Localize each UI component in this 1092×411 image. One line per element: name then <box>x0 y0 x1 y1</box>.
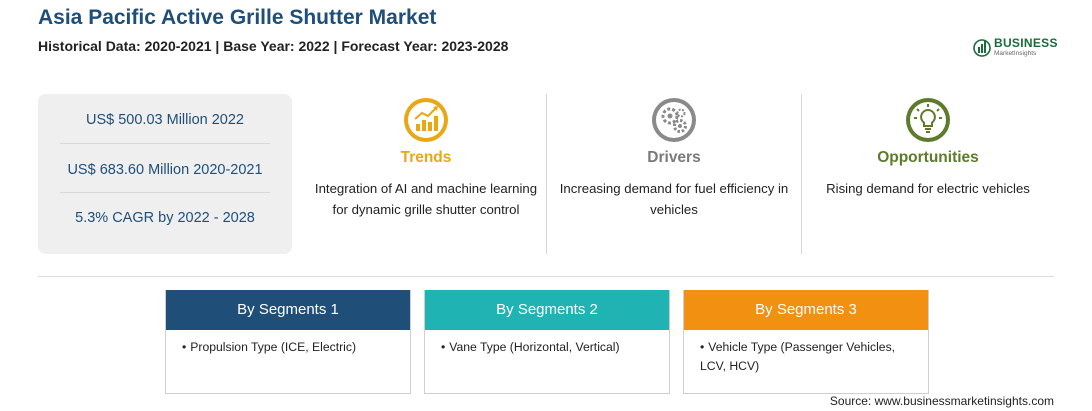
drivers-heading: Drivers <box>647 149 701 166</box>
market-stats-panel: US$ 500.03 Million 2022 US$ 683.60 Milli… <box>38 94 292 254</box>
logo-tagline: MarketInsights <box>994 50 1037 57</box>
column-divider <box>546 94 547 254</box>
segment-card-3: By Segments 3 • Vehicle Type (Passenger V… <box>683 290 929 394</box>
column-divider <box>801 94 802 254</box>
divider <box>60 192 270 193</box>
bullet-icon: • <box>182 340 187 354</box>
logo-name: BUSINESS <box>994 36 1058 50</box>
opportunities-column: Opportunities Rising demand for electric… <box>806 94 1050 254</box>
segment-item-text: Vane Type (Horizontal, Vertical) <box>449 340 620 354</box>
drivers-column: Drivers Increasing demand for fuel effic… <box>552 94 796 254</box>
drivers-text: Increasing demand for fuel efficiency in… <box>559 181 789 217</box>
trends-text: Integration of AI and machine learning f… <box>314 181 538 217</box>
opportunities-heading: Opportunities <box>877 149 979 166</box>
market-value-2022: US$ 500.03 Million 2022 <box>86 112 244 128</box>
segment-list-item: • Vehicle Type (Passenger Vehicles, LCV, … <box>684 330 928 376</box>
segment-item-text: Vehicle Type (Passenger Vehicles, LCV, H… <box>700 340 896 373</box>
trends-column: Trends Integration of AI and machine lea… <box>306 94 546 254</box>
segment-list-item: • Propulsion Type (ICE, Electric) <box>166 330 410 357</box>
section-divider <box>38 276 1054 277</box>
market-value-historical: US$ 683.60 Million 2020-2021 <box>67 162 263 178</box>
globe-chart-icon <box>973 39 991 57</box>
trends-heading: Trends <box>400 149 452 166</box>
page-subtitle: Historical Data: 2020-2021 | Base Year: … <box>38 38 509 54</box>
segment-card-1: By Segments 1 • Propulsion Type (ICE, Ele… <box>165 290 411 394</box>
growth-chart-icon <box>404 98 448 142</box>
segment-item-text: Propulsion Type (ICE, Electric) <box>190 340 357 354</box>
segment-list-item: • Vane Type (Horizontal, Vertical) <box>425 330 669 357</box>
lightbulb-icon <box>906 98 950 142</box>
gears-icon <box>652 98 696 142</box>
brand-logo: BUSINESS MarketInsights <box>972 34 1062 60</box>
segment-heading: By Segments 2 <box>425 290 669 330</box>
divider <box>60 143 270 144</box>
source-credit: Source: www.businessmarketinsights.com <box>829 394 1054 408</box>
segment-card-2: By Segments 2 • Vane Type (Horizontal, Ve… <box>424 290 670 394</box>
cagr-value: 5.3% CAGR by 2022 - 2028 <box>75 210 255 226</box>
bullet-icon: • <box>700 340 705 354</box>
segment-heading: By Segments 1 <box>166 290 410 330</box>
bullet-icon: • <box>441 340 446 354</box>
page-title: Asia Pacific Active Grille Shutter Marke… <box>38 6 437 29</box>
opportunities-text: Rising demand for electric vehicles <box>826 181 1030 196</box>
segment-heading: By Segments 3 <box>684 290 928 330</box>
